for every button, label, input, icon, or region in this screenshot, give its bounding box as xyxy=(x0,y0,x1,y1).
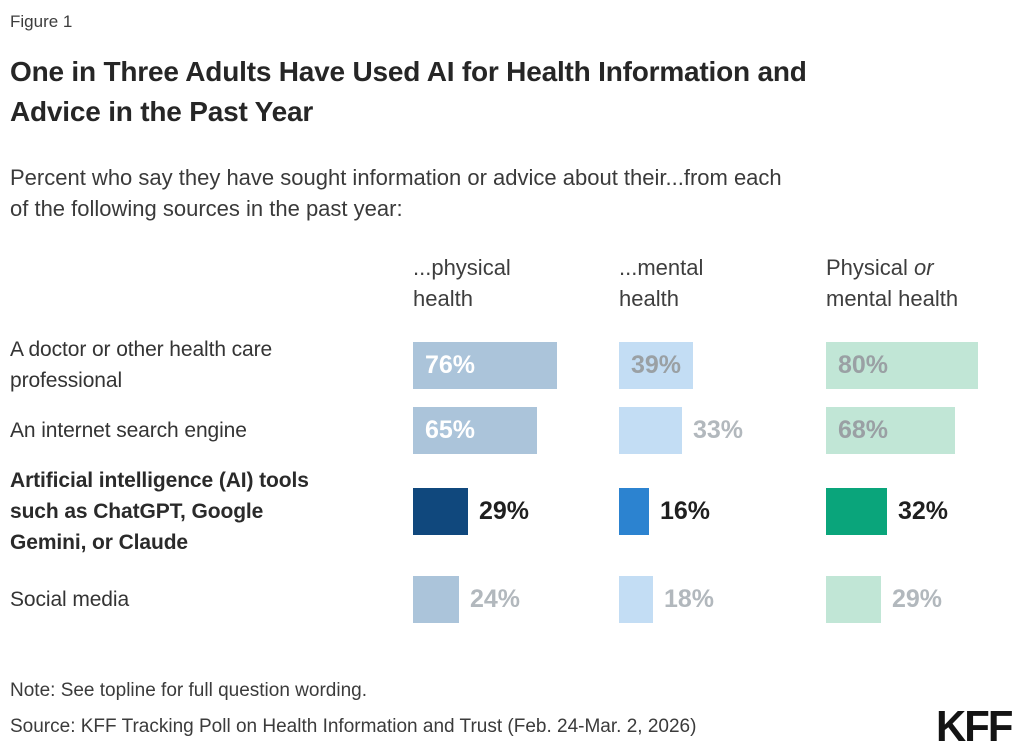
column-header-text: mental health xyxy=(826,286,959,311)
bar-value-label: 24% xyxy=(470,585,521,613)
bar-cell: 24% xyxy=(413,576,619,623)
row-label: Social media xyxy=(10,588,130,611)
bar-cell: 65% xyxy=(413,407,619,454)
row-label: A doctor or other health care profession… xyxy=(10,338,273,392)
chart-title: One in Three Adults Have Used AI for Hea… xyxy=(10,56,807,127)
bar-value-label: 80% xyxy=(838,350,889,379)
chart-row-3: Social media 24% 18% 29% xyxy=(10,576,1016,623)
chart-note: Note: See topline for full question word… xyxy=(10,680,367,701)
column-header-text: health xyxy=(413,286,473,311)
column-header-text: ...physical xyxy=(413,255,511,280)
column-headers: ...physical health ...mental health Phys… xyxy=(10,252,1016,318)
bar-mental xyxy=(619,488,649,535)
bar-physical: 76% xyxy=(413,341,557,389)
bar-value-label: 16% xyxy=(660,497,711,525)
chart-source: Source: KFF Tracking Poll on Health Info… xyxy=(10,716,697,737)
bar-cell: 80% xyxy=(826,341,1016,389)
bar-value-label: 76% xyxy=(425,350,476,379)
bar-value-label: 65% xyxy=(425,416,476,444)
bar-cell: 76% xyxy=(413,341,619,389)
bar-value-label: 68% xyxy=(838,416,889,444)
bar-value-label: 32% xyxy=(898,497,949,525)
column-header-text: ...mental xyxy=(619,255,704,280)
bar-physical-or-mental xyxy=(826,576,881,623)
bar-cell: 16% xyxy=(619,488,826,535)
bar-cell: 18% xyxy=(619,576,826,623)
bar-cell: 68% xyxy=(826,407,1016,454)
chart-row-2: Artificial intelligence (AI) tools such … xyxy=(10,464,1016,559)
bar-physical xyxy=(413,488,468,535)
bar-value-label: 29% xyxy=(479,497,530,525)
chart-rows: A doctor or other health care profession… xyxy=(10,333,1016,623)
bar-mental xyxy=(619,407,682,454)
column-header-physical: ...physical health xyxy=(413,252,619,314)
bar-chart: ...physical health ...mental health Phys… xyxy=(10,252,1016,623)
bar-physical-or-mental: 80% xyxy=(826,341,978,389)
bar-physical xyxy=(413,576,459,623)
bar-cell: 33% xyxy=(619,407,826,454)
bar-mental xyxy=(619,576,653,623)
chart-row-1: An internet search engine 65% 33% 68% xyxy=(10,407,1016,454)
bar-value-label: 29% xyxy=(892,585,943,613)
bar-value-label: 33% xyxy=(693,416,744,444)
chart-row-0: A doctor or other health care profession… xyxy=(10,333,1016,397)
bar-value-label: 18% xyxy=(664,585,715,613)
figure-label: Figure 1 xyxy=(10,12,73,31)
bar-physical: 65% xyxy=(413,407,537,454)
chart-subtitle: Percent who say they have sought informa… xyxy=(10,165,782,221)
bar-cell: 29% xyxy=(826,576,1016,623)
bar-cell: 29% xyxy=(413,488,619,535)
column-header-text: Physical xyxy=(826,255,915,280)
column-header-physical-or-mental: Physical or mental health xyxy=(826,252,1016,314)
bar-cell: 39% xyxy=(619,341,826,389)
row-label: An internet search engine xyxy=(10,419,247,442)
bar-mental: 39% xyxy=(619,341,693,389)
column-header-text: health xyxy=(619,286,679,311)
bar-value-label: 39% xyxy=(631,350,682,379)
row-label: Artificial intelligence (AI) tools such … xyxy=(10,469,309,554)
bar-physical-or-mental: 68% xyxy=(826,407,955,454)
bar-physical-or-mental xyxy=(826,488,887,535)
kff-logo: KFF xyxy=(936,702,1013,751)
column-header-mental: ...mental health xyxy=(619,252,826,314)
column-header-italic: or xyxy=(914,255,934,280)
bar-cell: 32% xyxy=(826,488,1016,535)
